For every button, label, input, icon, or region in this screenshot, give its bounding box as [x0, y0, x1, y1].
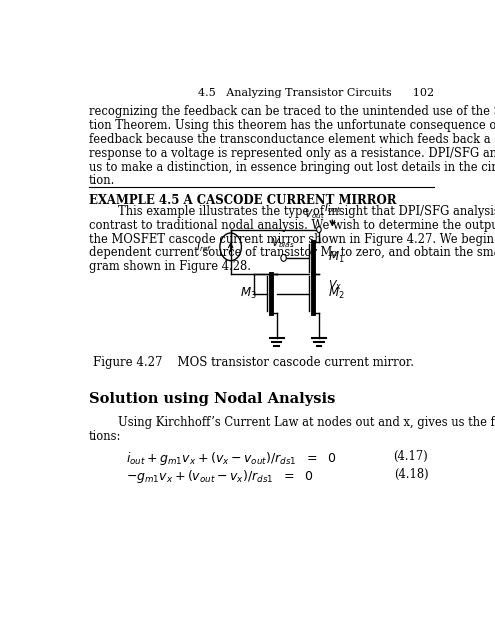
- Text: Figure 4.27    MOS transistor cascode current mirror.: Figure 4.27 MOS transistor cascode curre…: [93, 356, 414, 369]
- Text: $I_{out}$: $I_{out}$: [324, 201, 341, 215]
- Text: $i_{out} + g_{m1}v_x + (v_x - v_{out})/r_{ds1}\ \ =\ \ 0$: $i_{out} + g_{m1}v_x + (v_x - v_{out})/r…: [126, 450, 336, 467]
- Text: us to make a distinction, in essence bringing out lost details in the circuit’s : us to make a distinction, in essence bri…: [89, 161, 495, 173]
- Text: 4.5   Analyzing Transistor Circuits      102: 4.5 Analyzing Transistor Circuits 102: [198, 88, 434, 98]
- Text: $M_2$: $M_2$: [329, 286, 345, 301]
- Text: tion Theorem. Using this theorem has the unfortunate consequence of hiding the: tion Theorem. Using this theorem has the…: [89, 119, 495, 132]
- Text: $I_{ref}$: $I_{ref}$: [196, 240, 211, 253]
- Circle shape: [317, 227, 321, 232]
- Text: (4.18): (4.18): [394, 468, 428, 481]
- Text: tion.: tion.: [89, 174, 115, 188]
- Text: Using Kirchhoff’s Current Law at nodes out and x, gives us the following equa-: Using Kirchhoff’s Current Law at nodes o…: [89, 417, 495, 429]
- Text: tions:: tions:: [89, 430, 121, 443]
- Text: $V_x$: $V_x$: [329, 278, 343, 292]
- Text: recognizing the feedback can be traced to the unintended use of the Source Absor: recognizing the feedback can be traced t…: [89, 106, 495, 118]
- Text: $M_1$: $M_1$: [329, 250, 345, 266]
- Text: $V_{bias}$: $V_{bias}$: [271, 236, 295, 250]
- Text: Solution using Nodal Analysis: Solution using Nodal Analysis: [89, 392, 335, 406]
- Circle shape: [281, 255, 286, 261]
- Text: This example illustrates the type of insight that DPI/SFG analysis provides in: This example illustrates the type of ins…: [89, 205, 495, 218]
- Text: dependent current source of transistor M₂ to zero, and obtain the small-signal d: dependent current source of transistor M…: [89, 246, 495, 259]
- Text: gram shown in Figure 4.28.: gram shown in Figure 4.28.: [89, 260, 251, 273]
- Text: EXAMPLE 4.5 A CASCODE CURRENT MIRROR: EXAMPLE 4.5 A CASCODE CURRENT MIRROR: [89, 194, 396, 207]
- Text: response to a voltage is represented only as a resistance. DPI/SFG analysis allo: response to a voltage is represented onl…: [89, 147, 495, 160]
- Text: (4.17): (4.17): [394, 450, 428, 463]
- Text: feedback because the transconductance element which feeds back a current in: feedback because the transconductance el…: [89, 133, 495, 146]
- Text: contrast to traditional nodal analysis. We wish to determine the output impedanc: contrast to traditional nodal analysis. …: [89, 219, 495, 232]
- Text: $V_{out}$: $V_{out}$: [304, 207, 325, 221]
- Text: the MOSFET cascode current mirror shown in Figure 4.27. We begin by setting the: the MOSFET cascode current mirror shown …: [89, 232, 495, 246]
- Text: $-g_{m1}v_x + (v_{out} - v_x)/r_{ds1}\ \ =\ \ 0$: $-g_{m1}v_x + (v_{out} - v_x)/r_{ds1}\ \…: [126, 468, 313, 485]
- Text: $M_3$: $M_3$: [240, 286, 257, 301]
